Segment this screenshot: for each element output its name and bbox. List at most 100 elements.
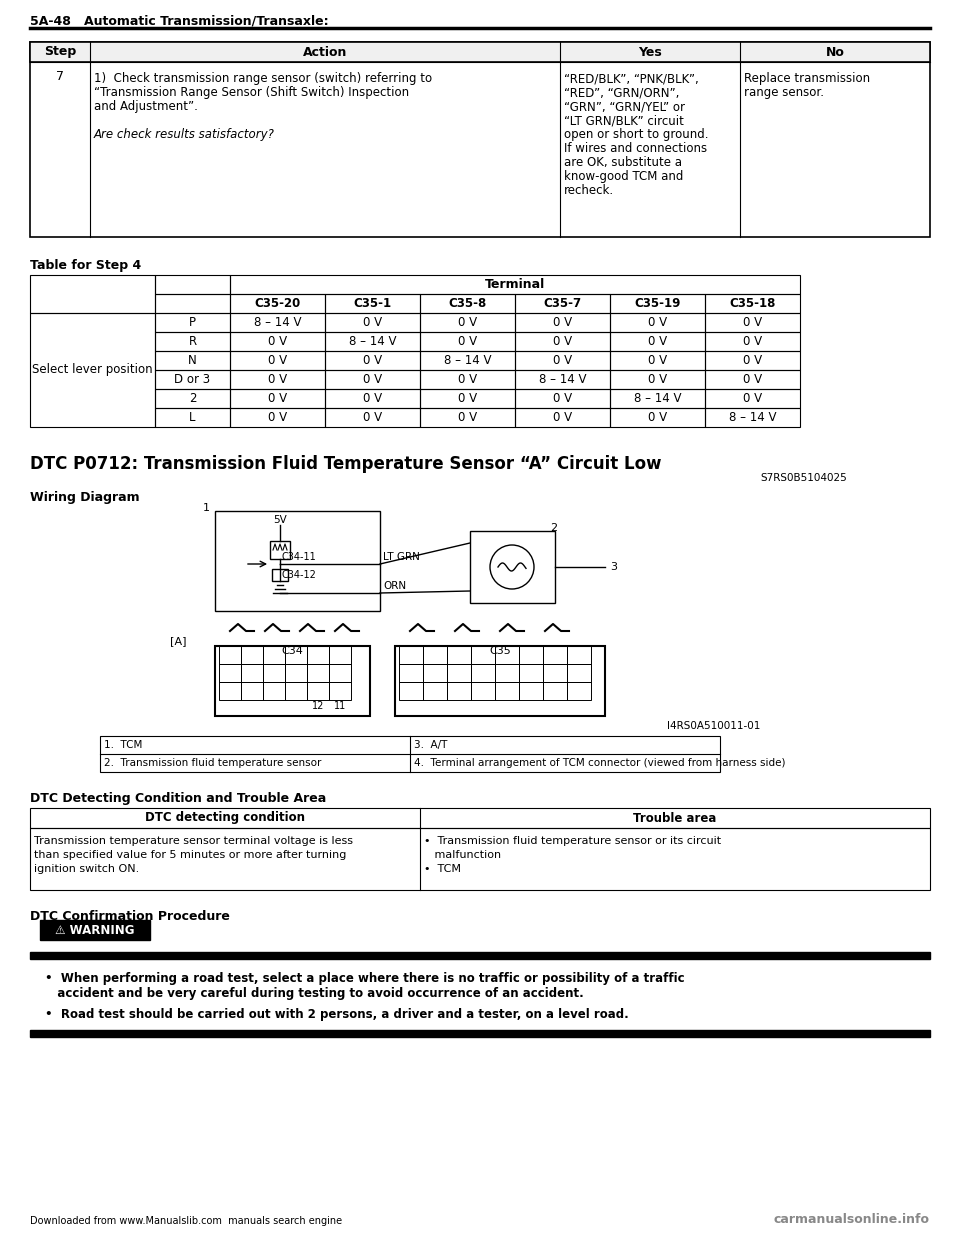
- Text: accident and be very careful during testing to avoid occurrence of an accident.: accident and be very careful during test…: [45, 987, 584, 1000]
- Text: S7RS0B5104025: S7RS0B5104025: [760, 473, 847, 483]
- Bar: [395, 646, 605, 715]
- Text: 0 V: 0 V: [553, 354, 572, 366]
- Text: 11: 11: [334, 700, 347, 710]
- Text: •  TCM: • TCM: [424, 864, 461, 874]
- Text: N: N: [188, 354, 197, 366]
- Bar: [515, 370, 610, 389]
- Text: 2.  Transmission fluid temperature sensor: 2. Transmission fluid temperature sensor: [104, 758, 322, 768]
- Text: “RED/BLK”, “PNK/BLK”,: “RED/BLK”, “PNK/BLK”,: [564, 72, 699, 84]
- Bar: [230, 389, 325, 409]
- Text: 0 V: 0 V: [553, 411, 572, 424]
- Bar: [155, 409, 230, 427]
- Bar: [420, 294, 515, 313]
- Bar: [447, 682, 471, 700]
- Text: 0 V: 0 V: [363, 392, 382, 405]
- Bar: [471, 682, 495, 700]
- Bar: [219, 664, 241, 682]
- Bar: [423, 664, 447, 682]
- Bar: [567, 664, 591, 682]
- Text: D or 3: D or 3: [175, 373, 210, 386]
- Bar: [705, 294, 800, 313]
- Bar: [515, 313, 610, 332]
- Text: recheck.: recheck.: [564, 184, 614, 197]
- Bar: [567, 646, 591, 664]
- Text: 0 V: 0 V: [743, 315, 762, 329]
- Text: 1: 1: [203, 503, 210, 513]
- Bar: [285, 682, 307, 700]
- Bar: [219, 682, 241, 700]
- Bar: [215, 646, 370, 715]
- Bar: [241, 682, 263, 700]
- Text: 0 V: 0 V: [268, 354, 287, 366]
- Text: Yes: Yes: [638, 46, 661, 58]
- Text: 0 V: 0 V: [268, 392, 287, 405]
- Bar: [325, 389, 420, 409]
- Bar: [515, 332, 610, 351]
- Text: 8 – 14 V: 8 – 14 V: [634, 392, 682, 405]
- Bar: [30, 828, 930, 891]
- Bar: [263, 664, 285, 682]
- Bar: [420, 351, 515, 370]
- Text: Step: Step: [44, 46, 76, 58]
- Text: 0 V: 0 V: [743, 392, 762, 405]
- Text: DTC Detecting Condition and Trouble Area: DTC Detecting Condition and Trouble Area: [30, 792, 326, 805]
- Bar: [155, 389, 230, 409]
- Bar: [329, 682, 351, 700]
- Bar: [219, 646, 241, 664]
- Text: 12: 12: [312, 700, 324, 710]
- Text: malfunction: malfunction: [424, 850, 501, 859]
- Bar: [30, 809, 930, 828]
- Text: L: L: [189, 411, 196, 424]
- Text: 7: 7: [56, 70, 64, 83]
- Text: C35-8: C35-8: [448, 297, 487, 310]
- Text: 1.  TCM: 1. TCM: [104, 740, 142, 750]
- Bar: [329, 646, 351, 664]
- Bar: [705, 351, 800, 370]
- Text: 0 V: 0 V: [458, 315, 477, 329]
- Text: open or short to ground.: open or short to ground.: [564, 128, 708, 142]
- Text: Wiring Diagram: Wiring Diagram: [30, 491, 139, 504]
- Text: “Transmission Range Sensor (Shift Switch) Inspection: “Transmission Range Sensor (Shift Switch…: [94, 86, 409, 99]
- Text: “LT GRN/BLK” circuit: “LT GRN/BLK” circuit: [564, 114, 684, 127]
- Text: •  Road test should be carried out with 2 persons, a driver and a tester, on a l: • Road test should be carried out with 2…: [45, 1009, 629, 1021]
- Text: R: R: [188, 335, 197, 348]
- Bar: [420, 389, 515, 409]
- Text: 5V: 5V: [274, 515, 287, 525]
- Bar: [155, 274, 230, 294]
- Text: ⚠ WARNING: ⚠ WARNING: [56, 924, 134, 936]
- Bar: [610, 351, 705, 370]
- Text: “RED”, “GRN/ORN”,: “RED”, “GRN/ORN”,: [564, 86, 680, 99]
- Bar: [495, 646, 519, 664]
- Text: 0 V: 0 V: [743, 335, 762, 348]
- Bar: [325, 294, 420, 313]
- Bar: [519, 664, 543, 682]
- Text: •  Transmission fluid temperature sensor or its circuit: • Transmission fluid temperature sensor …: [424, 836, 721, 846]
- Text: C35-1: C35-1: [353, 297, 392, 310]
- Bar: [423, 646, 447, 664]
- Bar: [471, 646, 495, 664]
- Text: 2: 2: [189, 392, 196, 405]
- Text: C34-11: C34-11: [282, 551, 317, 561]
- Text: Action: Action: [302, 46, 348, 58]
- Bar: [230, 313, 325, 332]
- Bar: [241, 664, 263, 682]
- Text: C34: C34: [281, 646, 303, 656]
- Bar: [447, 664, 471, 682]
- Text: DTC detecting condition: DTC detecting condition: [145, 811, 305, 825]
- Text: 0 V: 0 V: [553, 392, 572, 405]
- Text: 8 – 14 V: 8 – 14 V: [444, 354, 492, 366]
- Text: 0 V: 0 V: [458, 335, 477, 348]
- Bar: [515, 294, 610, 313]
- Bar: [447, 646, 471, 664]
- Bar: [420, 313, 515, 332]
- Text: 0 V: 0 V: [363, 411, 382, 424]
- Bar: [155, 294, 230, 313]
- Text: DTC Confirmation Procedure: DTC Confirmation Procedure: [30, 910, 229, 923]
- Bar: [705, 389, 800, 409]
- Text: 0 V: 0 V: [743, 354, 762, 366]
- Bar: [610, 294, 705, 313]
- Text: Transmission temperature sensor terminal voltage is less: Transmission temperature sensor terminal…: [34, 836, 353, 846]
- Text: [A]: [A]: [170, 636, 186, 646]
- Text: If wires and connections: If wires and connections: [564, 142, 708, 155]
- Text: than specified value for 5 minutes or more after turning: than specified value for 5 minutes or mo…: [34, 850, 347, 859]
